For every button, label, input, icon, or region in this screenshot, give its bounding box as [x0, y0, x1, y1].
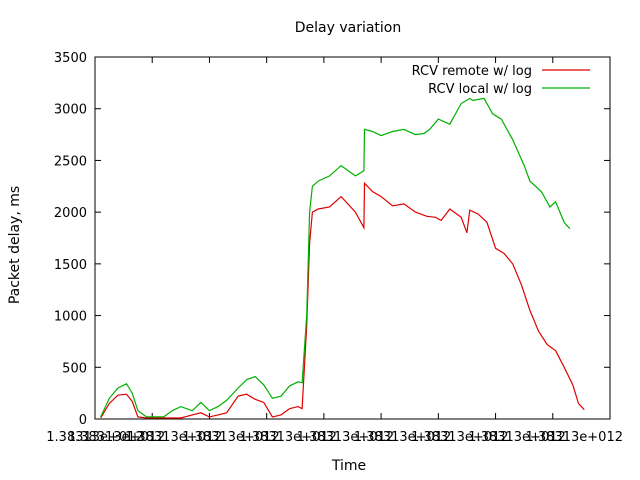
y-tick-label: 1500 [54, 258, 87, 273]
x-tick-label: 1.38313e+012 [68, 430, 165, 445]
x-tick-label: 1.38313e+012 [239, 430, 336, 445]
x-tick-label: 1.38313e+012 [182, 430, 279, 445]
y-tick-label: 2500 [54, 154, 87, 169]
x-tick-label: 1.38313e+012 [354, 430, 451, 445]
legend-label-2: RCV local w/ log [428, 82, 532, 97]
plot-frame [94, 56, 611, 420]
legend: RCV remote w/ log RCV local w/ log [412, 64, 590, 97]
x-axis-label: Time [331, 458, 366, 474]
y-tick-label: 500 [62, 361, 87, 376]
y-tick-label: 3500 [54, 51, 87, 66]
series-line-2 [100, 97, 571, 418]
y-axis-label: Packet delay, ms [7, 186, 23, 304]
y-tick-label: 3000 [54, 103, 87, 118]
axis-ticks: 0 500 1000 1500 2000 2500 3000 3500 1.38313e+012… [46, 51, 623, 445]
series-layer [100, 97, 585, 419]
y-tick-label: 0 [79, 413, 87, 428]
y-tick-label: 1000 [54, 310, 87, 325]
x-tick-label: 1.38313e+012 [46, 430, 143, 445]
legend-label-1: RCV remote w/ log [412, 64, 532, 79]
series-line-1 [100, 181, 585, 419]
x-tick-label: 1.38313e+012 [526, 430, 623, 445]
x-tick-label: 1.38313e+012 [468, 430, 565, 445]
x-tick-label: 1.38313e+012 [125, 430, 222, 445]
x-tick-label: 1.38313e+012 [297, 430, 394, 445]
x-tick-label: 1.38313e+012 [411, 430, 508, 445]
y-tick-label: 2000 [54, 206, 87, 221]
chart-title: Delay variation [295, 20, 402, 36]
